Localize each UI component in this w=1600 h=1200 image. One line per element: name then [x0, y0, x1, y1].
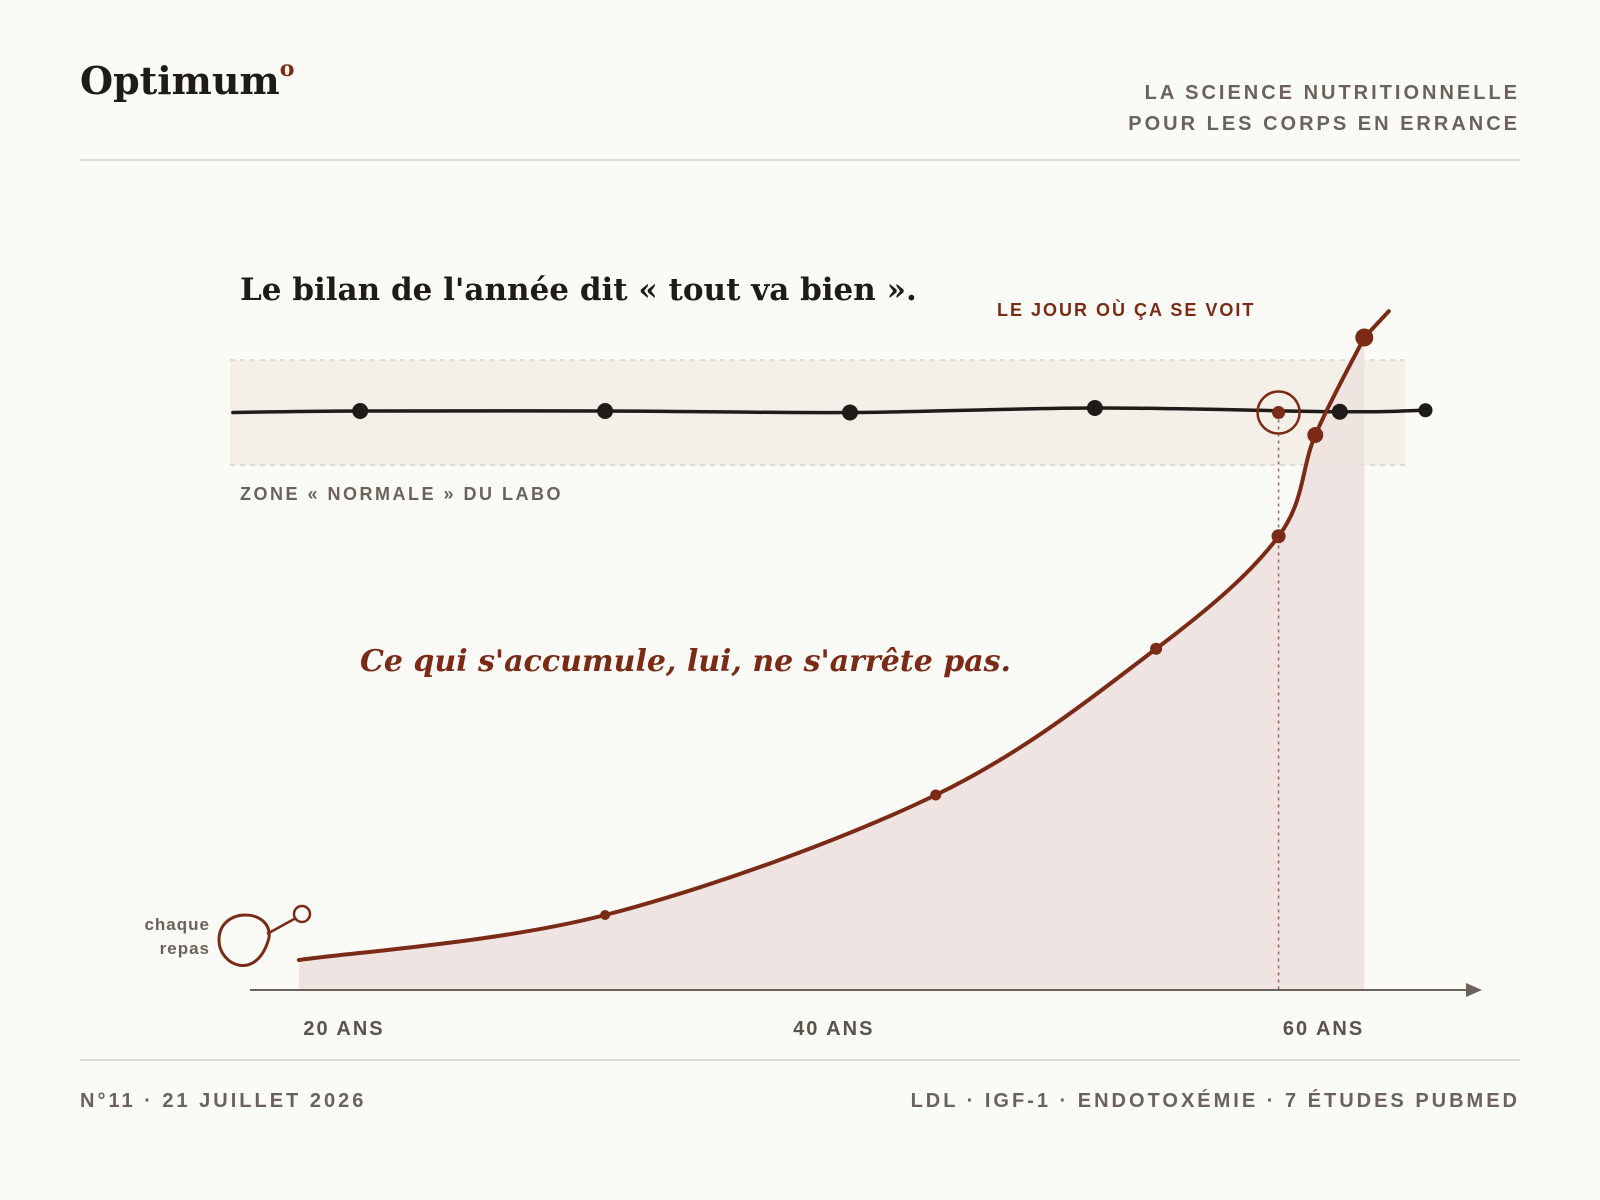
tagline-line-2: POUR LES CORPS EN ERRANCE	[1128, 113, 1520, 135]
issue-info: N°11 · 21 JUILLET 2026	[80, 1090, 367, 1112]
annotation-chaque: chaque	[144, 915, 210, 934]
bilan-series-points	[352, 400, 1433, 421]
footer-divider	[80, 1059, 1520, 1061]
crossing-marker-circle	[1256, 390, 1301, 435]
x-tick-label: 20 ANS	[303, 1018, 384, 1040]
normal-zone-label: ZONE « NORMALE » DU LABO	[240, 484, 563, 504]
annotation-repas: repas	[160, 939, 210, 958]
accumulation-point	[1307, 427, 1324, 443]
bilan-point	[597, 403, 614, 419]
bilan-point	[1086, 400, 1103, 416]
accumulation-point	[1355, 328, 1374, 347]
meal-utensil-handle	[266, 916, 297, 936]
accumulation-point	[930, 789, 942, 801]
x-tick-label: 40 ANS	[793, 1018, 874, 1040]
accumulation-point	[1271, 529, 1286, 544]
accumulation-area	[298, 337, 1365, 990]
x-tick-label: 60 ANS	[1283, 1018, 1364, 1040]
topics-list: LDL · IGF-1 · ENDOTOXÉMIE · 7 ÉTUDES PUB…	[910, 1090, 1520, 1112]
brand-logo: Optimumo	[80, 56, 295, 103]
chart-subtitle: Ce qui s'accumule, lui, ne s'arrête pas.	[360, 644, 1011, 679]
bilan-point	[1418, 403, 1433, 418]
accumulation-point	[600, 910, 611, 920]
bilan-point	[1331, 403, 1348, 420]
accumulation-series-line	[296, 309, 1391, 962]
x-axis-arrow	[1466, 983, 1482, 997]
tagline-line-1: LA SCIENCE NUTRITIONNELLE	[1144, 82, 1520, 104]
meal-icon	[217, 904, 312, 967]
bilan-point	[352, 403, 369, 419]
accumulation-series-points	[600, 328, 1374, 920]
bilan-point	[842, 404, 858, 421]
brand-mark: o	[279, 56, 295, 83]
chart-title: Le bilan de l'année dit « tout va bien »…	[240, 272, 917, 308]
tagline: LA SCIENCE NUTRITIONNELLE POUR LES CORPS…	[1128, 78, 1520, 140]
annotation-jour: LE JOUR OÙ ÇA SE VOIT	[997, 299, 1255, 320]
meal-plate-shape	[217, 913, 271, 967]
brand-name: Optimum	[80, 58, 280, 103]
meal-utensil-head	[292, 904, 312, 924]
accumulation-point	[1272, 406, 1286, 419]
x-tick-labels: 20 ANS 40 ANS 60 ANS	[303, 1018, 1364, 1040]
header-divider	[80, 159, 1520, 161]
accumulation-point	[1150, 642, 1163, 655]
